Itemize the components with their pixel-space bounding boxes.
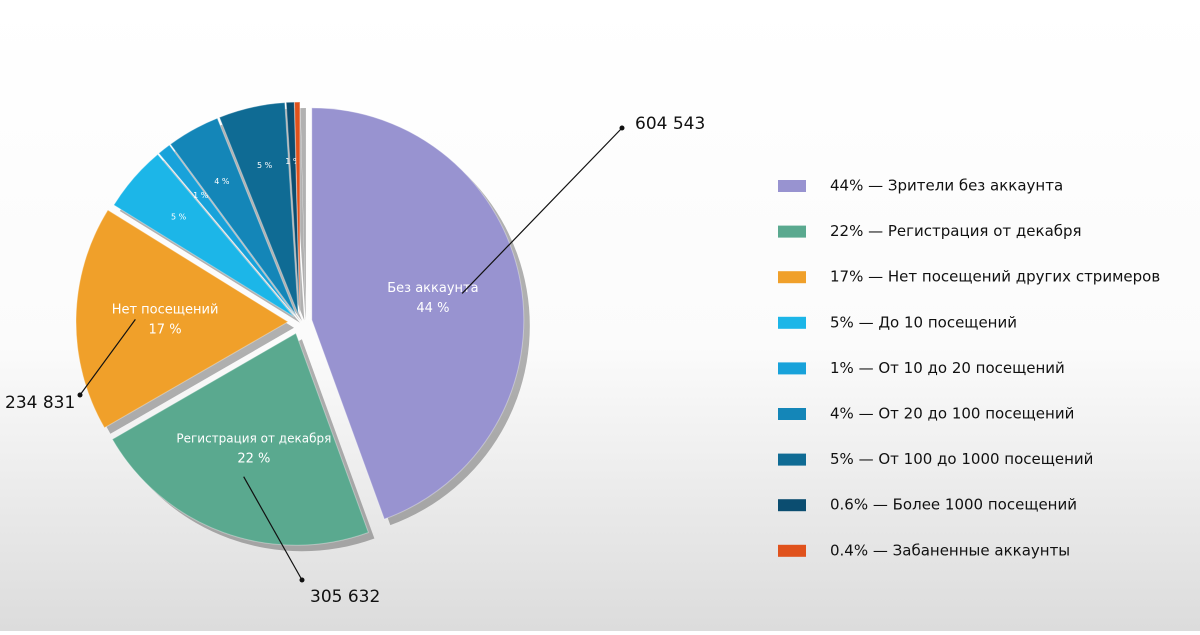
slice	[294, 101, 301, 315]
legend-label: 0.4% — Забаненные аккаунты	[830, 541, 1070, 559]
callout-line	[461, 127, 623, 294]
slice-edge	[300, 108, 306, 321]
value-label: 22 %	[237, 451, 270, 466]
legend-swatch	[778, 453, 806, 466]
callout-line	[79, 319, 136, 396]
legend-swatch	[778, 225, 806, 238]
legend-swatch	[778, 271, 806, 284]
slice	[218, 102, 299, 315]
legend: 44% — Зрители без аккаунта 22% — Регистра…	[778, 177, 1160, 559]
legend-swatch	[778, 544, 806, 557]
legend-label: 1% — От 10 до 20 посещений	[830, 359, 1065, 377]
legend-swatch	[778, 316, 806, 329]
callout-dot	[77, 392, 83, 398]
slice	[311, 107, 525, 520]
callout-label: 305 632	[310, 587, 380, 607]
value-label: 5 %	[171, 212, 187, 221]
legend-swatch	[778, 499, 806, 512]
callout-dot	[299, 577, 305, 583]
slice	[158, 144, 296, 317]
callout-line	[243, 476, 303, 581]
slice	[285, 101, 301, 315]
legend-swatch	[778, 362, 806, 375]
value-label: 1 %	[193, 191, 209, 200]
slice	[169, 117, 297, 316]
legend-label: 44% — Зрители без аккаунта	[830, 177, 1063, 195]
callout-label: 604 543	[635, 114, 705, 134]
legend-label: 0.6% — Более 1000 посещений	[830, 496, 1077, 514]
value-label: 1 %	[285, 157, 301, 166]
value-label: 5 %	[257, 161, 273, 170]
legend-swatch	[778, 180, 806, 192]
value-label: 4 %	[214, 177, 230, 186]
value-label: 44 %	[416, 301, 449, 316]
legend-label: 5% — От 100 до 1000 посещений	[830, 450, 1093, 468]
legend-label: 4% — От 20 до 100 посещений	[830, 405, 1074, 423]
slice	[111, 332, 370, 546]
slice-label: Нет посещений	[112, 302, 219, 317]
pie: Без аккаунта 44 % 604 543 Регистрация от де…	[5, 101, 705, 607]
legend-swatch	[778, 408, 806, 420]
legend-label: 22% — Регистрация от декабря	[830, 222, 1082, 240]
slice	[113, 153, 295, 318]
slice-label: Регистрация от декабря	[176, 431, 331, 445]
slice-label: Без аккаунта	[387, 281, 478, 296]
callout-label: 234 831	[5, 393, 75, 413]
callout-dot	[619, 125, 625, 131]
legend-label: 17% — Нет посещений других стримеров	[830, 268, 1160, 286]
value-label: 17 %	[149, 322, 182, 337]
slice	[75, 209, 289, 429]
legend-label: 5% — До 10 посещений	[830, 313, 1017, 331]
